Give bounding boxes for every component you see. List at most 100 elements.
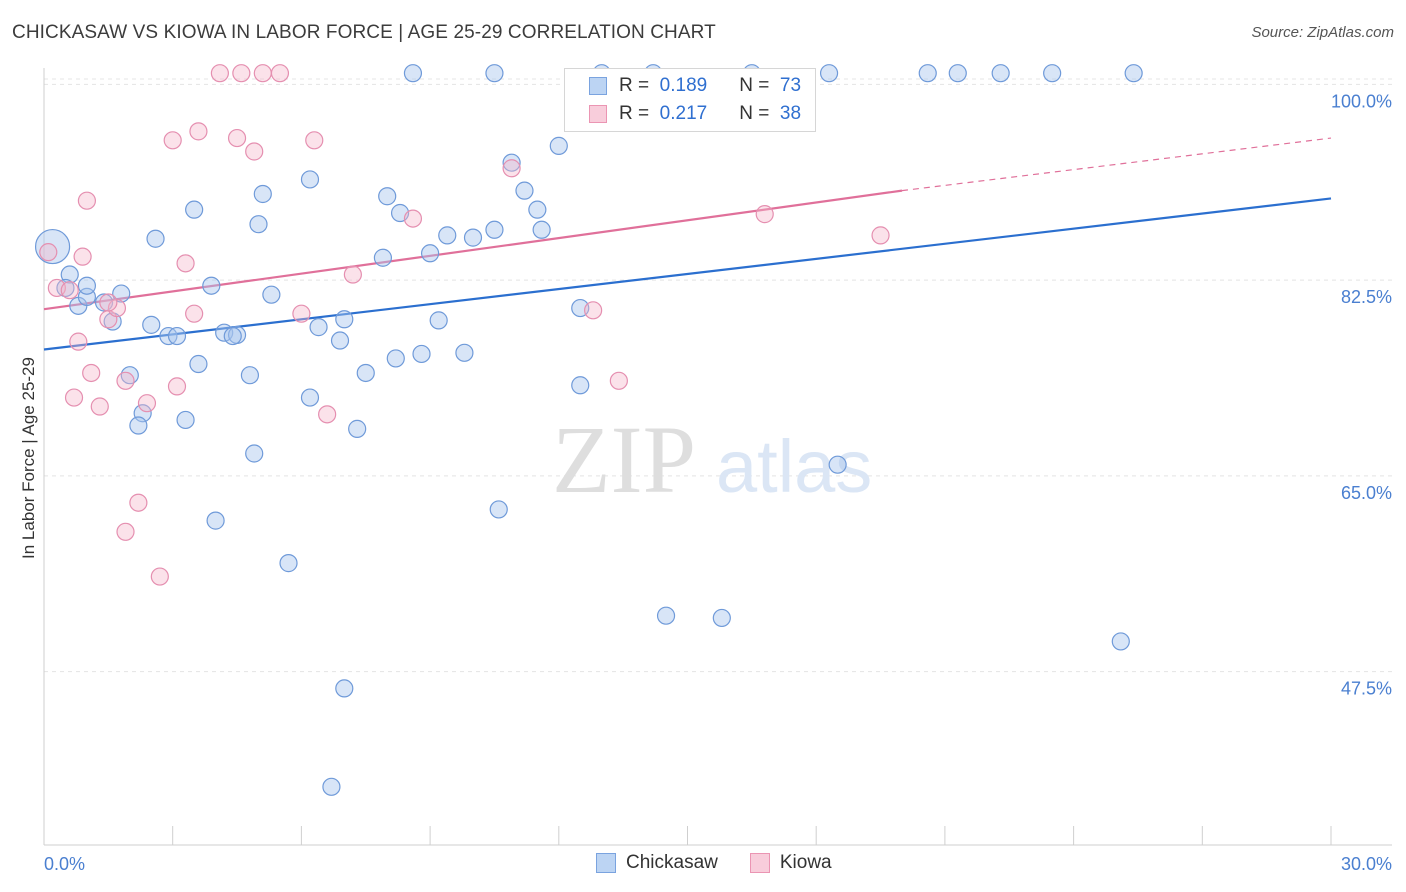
r-value: 0.189 bbox=[659, 75, 708, 96]
chickasaw-point bbox=[330, 331, 350, 350]
kiowa-point bbox=[64, 388, 84, 407]
n-label: N = bbox=[739, 75, 770, 96]
chickasaw-point bbox=[532, 220, 551, 239]
chickasaw-point bbox=[129, 416, 148, 435]
kiowa-point bbox=[60, 281, 79, 300]
y-axis-label: In Labor Force | Age 25-29 bbox=[19, 357, 38, 559]
y-tick-label: 47.5% bbox=[1341, 679, 1392, 699]
kiowa-point bbox=[150, 567, 169, 586]
chickasaw-swatch bbox=[589, 77, 607, 95]
chickasaw-point bbox=[240, 366, 260, 385]
kiowa-trend-line bbox=[43, 189, 903, 311]
chickasaw-point bbox=[421, 244, 440, 263]
kiowa-point bbox=[343, 265, 362, 284]
trend-lines bbox=[43, 137, 1332, 351]
kiowa-point bbox=[189, 122, 208, 141]
chickasaw-point bbox=[335, 679, 354, 698]
chickasaw-point bbox=[712, 608, 731, 628]
chickasaw-point bbox=[253, 184, 272, 204]
kiowa-point bbox=[163, 131, 182, 150]
n-label: N = bbox=[739, 103, 770, 124]
chickasaw-point bbox=[176, 410, 195, 430]
kiowa-swatch bbox=[589, 105, 607, 123]
chickasaw-legend-label: Chickasaw bbox=[626, 852, 718, 873]
chickasaw-point bbox=[262, 285, 281, 304]
chickasaw-point bbox=[335, 310, 354, 329]
n-value: 38 bbox=[779, 103, 802, 124]
r-label: R = bbox=[619, 103, 650, 124]
kiowa-point bbox=[116, 522, 135, 541]
kiowa-point bbox=[305, 131, 324, 150]
chickasaw-point bbox=[373, 248, 393, 267]
kiowa-point bbox=[90, 397, 109, 416]
chickasaw-point bbox=[429, 311, 448, 330]
x-tick-label: 30.0% bbox=[1341, 854, 1392, 874]
kiowa-point bbox=[116, 371, 135, 390]
chickasaw-point bbox=[300, 170, 320, 189]
kiowa-point bbox=[232, 64, 251, 83]
legend-item-kiowa: Kiowa bbox=[749, 852, 832, 874]
chickasaw-point bbox=[1043, 64, 1062, 83]
kiowa-trend-extension bbox=[901, 137, 1332, 192]
kiowa-point bbox=[227, 128, 247, 148]
data-points bbox=[34, 64, 1143, 796]
kiowa-point bbox=[176, 254, 195, 273]
chickasaw-trend-line bbox=[43, 197, 1332, 351]
legend-row-chickasaw: R = 0.189 N = 73 bbox=[589, 74, 801, 98]
kiowa-point bbox=[502, 159, 521, 178]
chickasaw-point bbox=[300, 388, 320, 407]
chickasaw-point bbox=[918, 64, 937, 83]
r-label: R = bbox=[619, 75, 650, 96]
chickasaw-point bbox=[245, 444, 264, 463]
kiowa-point bbox=[584, 301, 603, 320]
chickasaw-point bbox=[463, 228, 483, 247]
kiowa-point bbox=[755, 205, 774, 224]
kiowa-point bbox=[69, 332, 88, 351]
chickasaw-point bbox=[249, 215, 268, 234]
kiowa-point bbox=[245, 142, 264, 161]
n-value: 73 bbox=[779, 75, 802, 96]
source-label: Source: ZipAtlas.com bbox=[1251, 24, 1394, 41]
kiowa-point bbox=[871, 226, 890, 245]
series-legend: Chickasaw Kiowa bbox=[596, 852, 864, 874]
kiowa-point bbox=[292, 304, 311, 323]
chickasaw-point bbox=[828, 455, 847, 474]
kiowa-legend-label: Kiowa bbox=[779, 852, 832, 873]
y-tick-label: 100.0% bbox=[1331, 91, 1392, 111]
chickasaw-point bbox=[1124, 64, 1143, 83]
kiowa-point bbox=[253, 64, 272, 83]
kiowa-point bbox=[129, 493, 148, 512]
chickasaw-point bbox=[991, 64, 1010, 83]
kiowa-point bbox=[318, 405, 337, 424]
chickasaw-point bbox=[206, 511, 225, 530]
chart-title: CHICKASAW VS KIOWA IN LABOR FORCE | AGE … bbox=[12, 22, 716, 43]
kiowa-point bbox=[167, 377, 187, 396]
stats-legend: R = 0.189 N = 73 R = 0.217 N = 38 bbox=[564, 68, 816, 132]
chickasaw-point bbox=[403, 64, 423, 83]
kiowa-point bbox=[185, 304, 204, 323]
r-value: 0.217 bbox=[659, 103, 708, 124]
chickasaw-point bbox=[142, 315, 161, 334]
chickasaw-point bbox=[189, 354, 208, 374]
chickasaw-point bbox=[167, 326, 187, 346]
chickasaw-point bbox=[485, 220, 504, 239]
chickasaw-point bbox=[656, 606, 676, 625]
kiowa-point bbox=[82, 363, 101, 383]
chickasaw-point bbox=[1111, 632, 1130, 651]
kiowa-point bbox=[609, 371, 628, 390]
chickasaw-point bbox=[412, 344, 431, 364]
chickasaw-point bbox=[489, 500, 508, 519]
chickasaw-point bbox=[146, 229, 165, 248]
chickasaw-point bbox=[571, 376, 590, 395]
chickasaw-point bbox=[77, 276, 97, 295]
chickasaw-point bbox=[948, 64, 967, 83]
kiowa-point bbox=[73, 247, 92, 266]
axes bbox=[43, 68, 1392, 846]
chickasaw-point bbox=[515, 181, 534, 200]
chickasaw-point bbox=[528, 200, 547, 219]
chickasaw-point bbox=[549, 136, 568, 155]
chickasaw-point bbox=[438, 226, 457, 245]
kiowa-point bbox=[270, 64, 290, 83]
watermark-atlas: atlas bbox=[716, 425, 872, 508]
kiowa-point bbox=[39, 243, 58, 262]
